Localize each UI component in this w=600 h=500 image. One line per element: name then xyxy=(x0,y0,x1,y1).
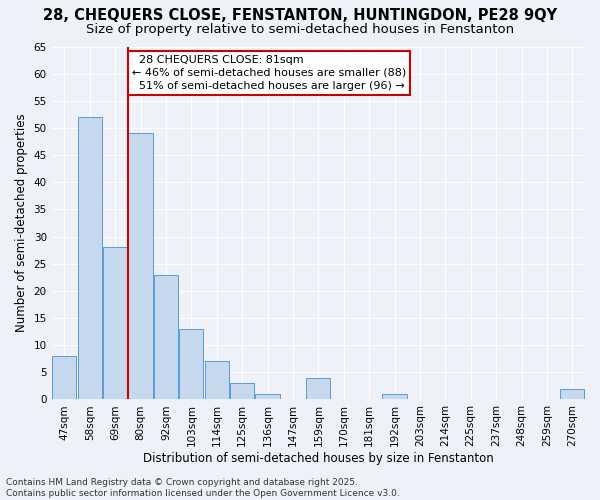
Bar xyxy=(560,388,584,400)
Bar xyxy=(256,394,280,400)
Bar xyxy=(179,329,203,400)
Bar xyxy=(230,383,254,400)
Y-axis label: Number of semi-detached properties: Number of semi-detached properties xyxy=(15,114,28,332)
Text: 28 CHEQUERS CLOSE: 81sqm
← 46% of semi-detached houses are smaller (88)
  51% of: 28 CHEQUERS CLOSE: 81sqm ← 46% of semi-d… xyxy=(131,54,406,91)
Bar xyxy=(154,274,178,400)
Bar xyxy=(103,248,127,400)
Bar xyxy=(205,362,229,400)
Bar xyxy=(128,134,152,400)
Bar xyxy=(306,378,331,400)
Text: Contains HM Land Registry data © Crown copyright and database right 2025.
Contai: Contains HM Land Registry data © Crown c… xyxy=(6,478,400,498)
Bar xyxy=(77,117,102,400)
Text: Size of property relative to semi-detached houses in Fenstanton: Size of property relative to semi-detach… xyxy=(86,22,514,36)
Bar xyxy=(52,356,76,400)
Bar xyxy=(382,394,407,400)
Text: 28, CHEQUERS CLOSE, FENSTANTON, HUNTINGDON, PE28 9QY: 28, CHEQUERS CLOSE, FENSTANTON, HUNTINGD… xyxy=(43,8,557,22)
X-axis label: Distribution of semi-detached houses by size in Fenstanton: Distribution of semi-detached houses by … xyxy=(143,452,494,465)
